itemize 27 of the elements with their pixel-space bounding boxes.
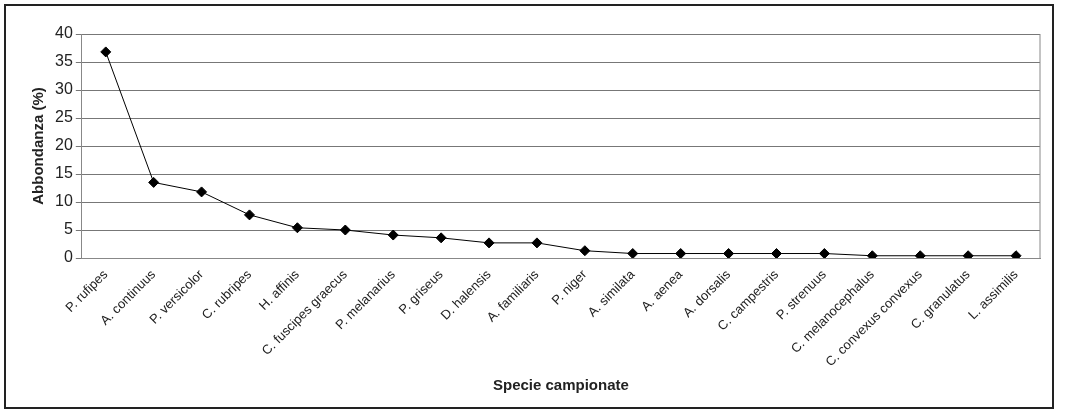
point <box>196 186 208 198</box>
y-tick-label: 35 <box>55 52 73 70</box>
y-tick-label: 0 <box>63 248 73 266</box>
y-tick-label: 25 <box>55 108 73 126</box>
y-tick-label: 20 <box>55 136 73 154</box>
point <box>387 229 399 241</box>
point <box>818 248 830 258</box>
point <box>770 248 782 258</box>
x-axis-title: Specie campionate <box>492 376 629 394</box>
point <box>627 248 639 258</box>
y-tick-label: 15 <box>55 164 73 182</box>
y-tick-label: 40 <box>55 24 73 42</box>
point <box>723 248 735 258</box>
point <box>148 176 160 188</box>
y-tick-label: 10 <box>55 192 73 210</box>
point <box>579 245 591 257</box>
point <box>435 232 447 244</box>
y-tick-label: 5 <box>63 220 73 238</box>
y-axis-title: Abbondanza (%) <box>29 87 47 205</box>
point <box>531 237 543 249</box>
point <box>100 46 112 58</box>
y-tick-label: 30 <box>55 80 73 98</box>
point <box>675 248 687 258</box>
point <box>339 224 351 236</box>
point <box>483 237 495 249</box>
point <box>291 222 303 234</box>
point <box>243 209 255 221</box>
